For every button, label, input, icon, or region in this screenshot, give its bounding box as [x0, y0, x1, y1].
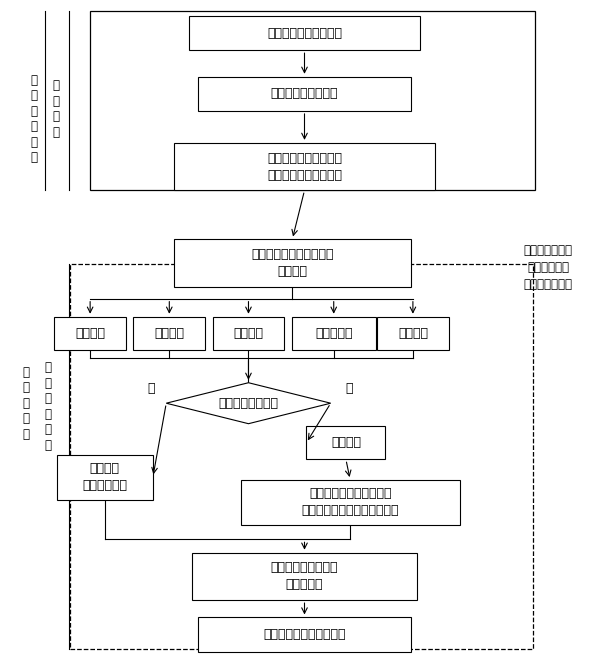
Text: 待评估线路故障概率计算: 待评估线路故障概率计算 — [263, 628, 346, 641]
FancyBboxPatch shape — [377, 317, 449, 350]
FancyBboxPatch shape — [292, 317, 376, 350]
FancyBboxPatch shape — [54, 317, 126, 350]
Text: 自身因素: 自身因素 — [75, 327, 105, 340]
Text: 否: 否 — [147, 382, 155, 395]
Text: 确定级别: 确定级别 — [331, 436, 361, 449]
Polygon shape — [166, 383, 331, 424]
Text: 故
障
概
率
计
算: 故 障 概 率 计 算 — [44, 362, 51, 451]
Text: 待评估线路故障率与
修复率计算: 待评估线路故障率与 修复率计算 — [271, 561, 338, 592]
Text: 线路故障影响因素分类: 线路故障影响因素分类 — [267, 26, 342, 40]
Text: 各因素是否存在？: 各因素是否存在？ — [219, 397, 278, 410]
Text: 信
息
分
析: 信 息 分 析 — [52, 79, 60, 139]
FancyBboxPatch shape — [198, 617, 411, 652]
Text: 由历史故障信息分析结果
直接查询确定各因素影响程度: 由历史故障信息分析结果 直接查询确定各因素影响程度 — [301, 487, 399, 518]
FancyBboxPatch shape — [189, 16, 420, 50]
FancyBboxPatch shape — [57, 455, 153, 500]
Text: 线
路
历
史
故
障: 线 路 历 史 故 障 — [30, 74, 37, 164]
Text: 是: 是 — [345, 382, 353, 395]
FancyBboxPatch shape — [192, 553, 417, 600]
FancyBboxPatch shape — [241, 480, 460, 525]
FancyBboxPatch shape — [213, 317, 284, 350]
FancyBboxPatch shape — [198, 77, 411, 111]
Text: 收集待评估线路运行条件
相关数据: 收集待评估线路运行条件 相关数据 — [251, 248, 334, 278]
Text: 对应因素
影响程度取零: 对应因素 影响程度取零 — [82, 462, 127, 492]
FancyBboxPatch shape — [174, 143, 435, 190]
Text: 运行工况: 运行工况 — [398, 327, 428, 340]
FancyBboxPatch shape — [174, 239, 411, 287]
Text: 待
评
估
线
路: 待 评 估 线 路 — [23, 366, 30, 441]
Text: 灾害天气: 灾害天气 — [154, 327, 185, 340]
Text: 人为误操作: 人为误操作 — [315, 327, 353, 340]
Text: 基于历史故障信息量化
各等级因素的影响程度: 基于历史故障信息量化 各等级因素的影响程度 — [267, 151, 342, 182]
Text: 外力破坏: 外力破坏 — [233, 327, 264, 340]
Text: 各影响因素等级划分: 各影响因素等级划分 — [271, 87, 338, 100]
Text: 根据待评估线路
运行条件确定
各因素影响程度: 根据待评估线路 运行条件确定 各因素影响程度 — [524, 244, 572, 292]
FancyBboxPatch shape — [133, 317, 205, 350]
FancyBboxPatch shape — [306, 426, 385, 459]
